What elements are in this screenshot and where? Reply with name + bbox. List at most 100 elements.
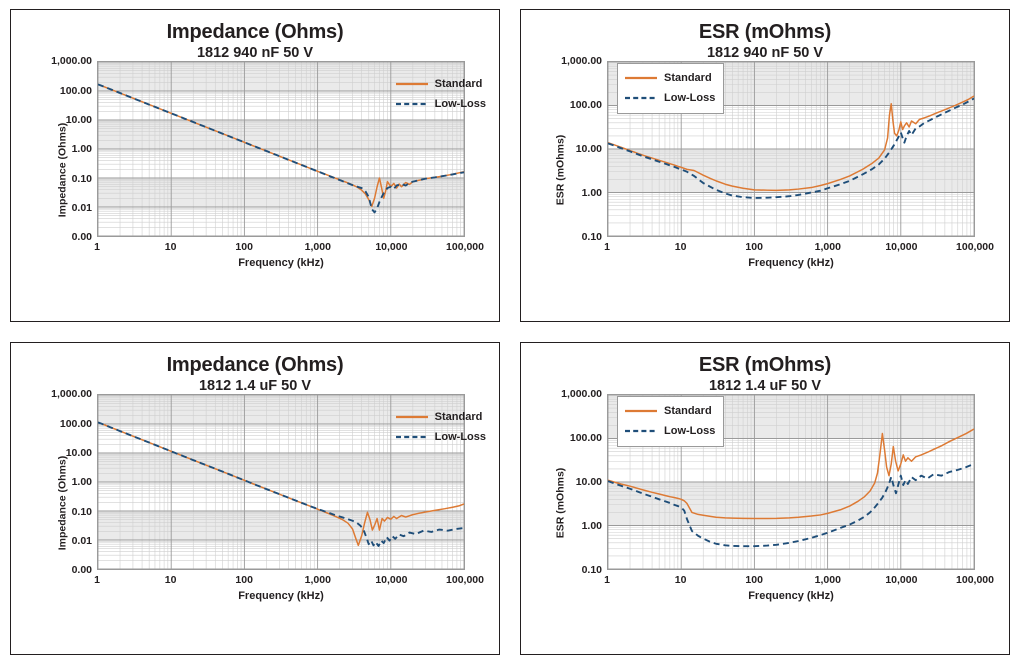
legend-label: Standard	[434, 411, 483, 424]
legend-item-standard[interactable]: Standard	[395, 407, 486, 427]
x-tick-label: 100,000	[956, 574, 994, 587]
legend-line-low-loss-icon	[395, 99, 429, 109]
x-tick-label: 1	[94, 574, 100, 587]
plot-area: Impedance (Ohms) 1,000.00 100.00 10.00 1.00 0…	[11, 55, 499, 279]
legend-item-low-loss[interactable]: Low-Loss	[624, 88, 715, 108]
x-axis-label: Frequency (kHz)	[238, 257, 324, 270]
y-tick-label: 100.00	[569, 99, 602, 112]
y-tick-label: 0.10	[71, 172, 92, 185]
x-tick-label: 100,000	[446, 241, 484, 254]
chart-panel-impedance-940nf: Impedance (Ohms) 1812 940 nF 50 V Impedanc…	[10, 9, 500, 322]
chart-legend[interactable]: Standard Low-Loss	[388, 69, 495, 120]
y-tick-label: 1.00	[71, 476, 92, 489]
panel-titles: Impedance (Ohms) 1812 1.4 uF 50 V	[11, 343, 499, 394]
plot-area: ESR (mOhms) 1,000.00 100.00 10.00 1.00 0.10 1 1…	[521, 388, 1009, 612]
x-tick-label: 10	[164, 574, 177, 587]
x-tick-label: 100	[745, 241, 763, 254]
x-tick-label: 100,000	[446, 574, 484, 587]
legend-label: Low-Loss	[664, 92, 716, 105]
x-tick-label: 10	[674, 241, 687, 254]
y-tick-label: 0.01	[71, 534, 92, 547]
y-tick-label: 10.00	[65, 113, 92, 126]
y-tick-label: 0.00	[71, 231, 92, 244]
y-tick-label: 0.10	[581, 564, 602, 577]
x-tick-label: 1	[604, 241, 610, 254]
legend-line-standard-icon	[395, 79, 429, 89]
chart-panel-impedance-1p4uf: Impedance (Ohms) 1812 1.4 uF 50 V Impedanc…	[10, 342, 500, 655]
chart-subtitle: 1812 940 nF 50 V	[706, 45, 824, 61]
chart-legend[interactable]: Standard Low-Loss	[388, 402, 495, 453]
y-tick-label: 1.00	[71, 143, 92, 156]
legend-item-standard[interactable]: Standard	[624, 68, 715, 88]
y-tick-label: 1.00	[581, 520, 602, 533]
y-tick-label: 10.00	[65, 446, 92, 459]
panel-titles: Impedance (Ohms) 1812 940 nF 50 V	[11, 10, 499, 61]
chart-legend[interactable]: Standard Low-Loss	[617, 63, 725, 115]
x-tick-label: 1,000	[814, 241, 841, 254]
chart-subtitle: 1812 1.4 uF 50 V	[708, 378, 822, 394]
y-tick-label: 100.00	[59, 417, 92, 430]
x-tick-label: 100	[235, 241, 253, 254]
legend-label: Low-Loss	[434, 98, 486, 111]
chart-title: ESR (mOhms)	[698, 21, 832, 43]
x-axis-ticks: 1 10 100 1,000 10,000 100,000	[604, 241, 994, 257]
legend-label: Low-Loss	[664, 425, 716, 438]
legend-line-low-loss-icon	[395, 432, 429, 442]
plot-canvas	[97, 394, 465, 571]
legend-label: Standard	[664, 72, 712, 85]
x-tick-label: 10,000	[885, 574, 918, 587]
x-tick-label: 10,000	[885, 241, 918, 254]
chart-subtitle: 1812 940 nF 50 V	[196, 45, 314, 61]
x-axis-ticks: 1 10 100 1,000 10,000 100,000	[604, 574, 994, 590]
chart-panel-esr-1p4uf: ESR (mOhms) 1812 1.4 uF 50 V ESR (mOhms) 1,…	[520, 342, 1010, 655]
x-axis-ticks: 1 10 100 1,000 10,000 100,000	[94, 241, 484, 257]
legend-line-standard-icon	[624, 73, 658, 83]
chart-panel-esr-940nf: ESR (mOhms) 1812 940 nF 50 V ESR (mOhms) 1,…	[520, 9, 1010, 322]
legend-item-low-loss[interactable]: Low-Loss	[395, 94, 486, 114]
x-tick-label: 1	[94, 241, 100, 254]
legend-line-standard-icon	[624, 406, 658, 416]
chart-title: Impedance (Ohms)	[166, 354, 344, 376]
y-tick-label: 100.00	[569, 432, 602, 445]
plot-area: Impedance (Ohms) 1,000.00 100.00 10.00 1.00 0…	[11, 388, 499, 612]
y-tick-label: 10.00	[575, 143, 602, 156]
x-axis-label: Frequency (kHz)	[748, 590, 834, 603]
x-tick-label: 10,000	[375, 241, 408, 254]
x-tick-label: 10	[164, 241, 177, 254]
x-axis-label: Frequency (kHz)	[748, 257, 834, 270]
legend-label: Standard	[434, 78, 483, 91]
panel-titles: ESR (mOhms) 1812 1.4 uF 50 V	[521, 343, 1009, 394]
legend-item-standard[interactable]: Standard	[624, 401, 715, 421]
plot-canvas	[607, 61, 975, 238]
x-tick-label: 1,000	[304, 241, 331, 254]
x-tick-label: 100	[745, 574, 763, 587]
y-axis-ticks: 1,000.00 100.00 10.00 1.00 0.10	[543, 388, 605, 576]
y-tick-label: 1,000.00	[561, 388, 602, 401]
x-axis-ticks: 1 10 100 1,000 10,000 100,000	[94, 574, 484, 590]
y-tick-label: 1,000.00	[51, 388, 92, 401]
x-tick-label: 100,000	[956, 241, 994, 254]
chart-title: ESR (mOhms)	[698, 354, 832, 376]
x-tick-label: 1,000	[304, 574, 331, 587]
x-tick-label: 1,000	[814, 574, 841, 587]
legend-item-standard[interactable]: Standard	[395, 74, 486, 94]
x-tick-label: 100	[235, 574, 253, 587]
y-axis-ticks: 1,000.00 100.00 10.00 1.00 0.10 0.01 0.00	[33, 55, 95, 243]
legend-label: Standard	[664, 405, 712, 418]
y-tick-label: 100.00	[59, 84, 92, 97]
x-tick-label: 1	[604, 574, 610, 587]
plot-canvas	[97, 61, 465, 238]
legend-item-low-loss[interactable]: Low-Loss	[395, 427, 486, 447]
legend-label: Low-Loss	[434, 431, 486, 444]
x-axis-label: Frequency (kHz)	[238, 590, 324, 603]
legend-line-standard-icon	[395, 412, 429, 422]
y-tick-label: 1.00	[581, 187, 602, 200]
y-tick-label: 10.00	[575, 476, 602, 489]
y-tick-label: 1,000.00	[51, 55, 92, 68]
y-tick-label: 0.00	[71, 564, 92, 577]
x-tick-label: 10	[674, 574, 687, 587]
legend-item-low-loss[interactable]: Low-Loss	[624, 421, 715, 441]
y-tick-label: 0.10	[581, 231, 602, 244]
chart-legend[interactable]: Standard Low-Loss	[617, 396, 725, 448]
